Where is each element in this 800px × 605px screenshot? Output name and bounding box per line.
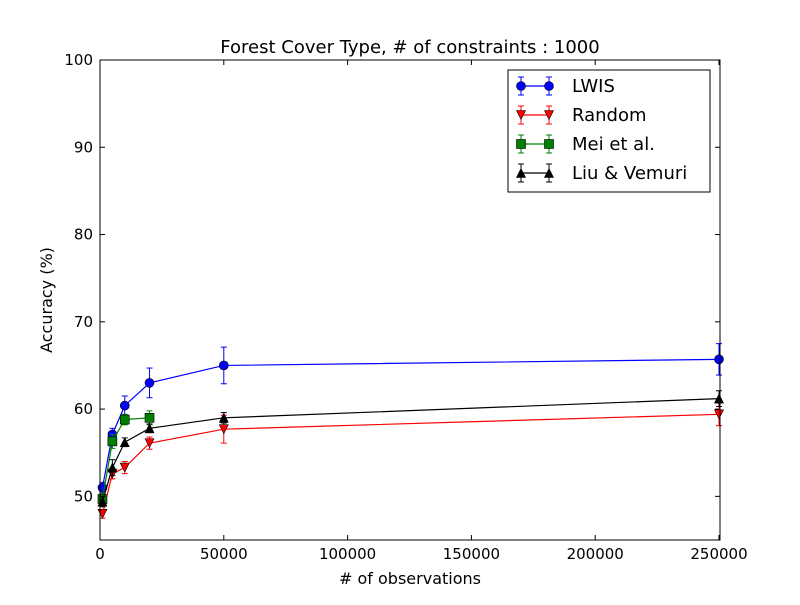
legend-marker — [516, 139, 526, 149]
data-point — [144, 413, 155, 423]
x-tick-label: 50000 — [200, 545, 248, 563]
legend-entry: Random — [516, 105, 647, 126]
legend-label: LWIS — [572, 76, 615, 97]
legend-marker — [516, 110, 526, 121]
data-point — [119, 437, 130, 448]
data-point — [144, 438, 155, 449]
series-line — [101, 413, 720, 514]
legend-entry: Liu & Vemuri — [516, 163, 687, 184]
series-liu-vemuri — [97, 390, 724, 508]
series-line — [101, 417, 150, 500]
legend: LWIS Random Mei et al. Liu & Vemuri — [507, 69, 711, 193]
legend-box — [507, 69, 711, 193]
data-point — [714, 354, 724, 365]
legend-marker — [544, 81, 554, 91]
series-lwis — [97, 343, 724, 494]
data-point — [107, 436, 118, 447]
data-point — [714, 409, 724, 420]
y-tick-label: 80 — [74, 226, 93, 244]
data-point — [119, 414, 130, 425]
y-tick-label: 60 — [74, 400, 93, 418]
legend-label: Random — [572, 105, 647, 126]
data-point — [107, 462, 118, 473]
data-point — [144, 378, 155, 388]
data-point — [97, 509, 108, 519]
data-point — [218, 412, 229, 423]
x-tick-label: 0 — [95, 545, 105, 563]
plot-frame — [99, 59, 721, 541]
series-line — [101, 398, 720, 502]
y-tick-label: 70 — [74, 313, 93, 331]
x-tick-label: 250000 — [690, 545, 747, 563]
data-point — [144, 423, 155, 434]
y-axis-label: Accuracy (%) — [37, 247, 56, 353]
series-random — [97, 402, 724, 519]
legend-marker — [516, 167, 526, 178]
x-tick-label: 100000 — [319, 545, 376, 563]
x-tick-label: 150000 — [443, 545, 500, 563]
legend-marker — [544, 110, 554, 121]
data-point — [218, 424, 229, 435]
chart-title: Forest Cover Type, # of constraints : 10… — [220, 37, 599, 58]
legend-marker — [544, 167, 554, 178]
legend-entry: LWIS — [516, 76, 615, 97]
legend-marker — [516, 81, 526, 91]
y-tick-label: 50 — [74, 487, 93, 505]
y-tick-label: 100 — [64, 51, 93, 69]
legend-marker — [544, 139, 554, 149]
data-point — [119, 400, 130, 411]
data-point — [219, 360, 229, 371]
legend-entry: Mei et al. — [516, 134, 655, 155]
data-point — [119, 462, 130, 473]
legend-label: Liu & Vemuri — [572, 163, 687, 184]
data-point — [714, 393, 724, 404]
legend-label: Mei et al. — [572, 134, 655, 155]
x-tick-label: 200000 — [567, 545, 624, 563]
y-tick-label: 90 — [74, 138, 93, 156]
x-axis-label: # of observations — [339, 569, 481, 588]
